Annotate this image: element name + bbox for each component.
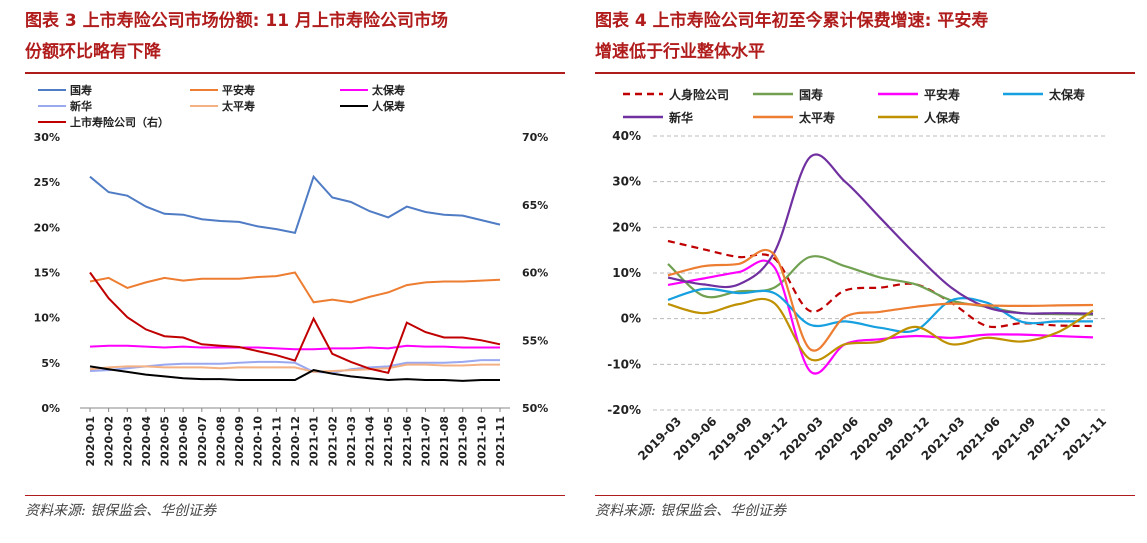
legend-item: 新华 — [623, 110, 693, 125]
legend-label: 新华 — [669, 110, 693, 125]
series-line — [89, 363, 500, 373]
legend-label: 太平寿 — [221, 99, 255, 113]
x-tick-label: 2020-09 — [233, 416, 246, 467]
y-tick-label: 0% — [41, 402, 60, 415]
y-tick-label: 0% — [621, 312, 641, 326]
y2-tick-label: 70% — [522, 131, 548, 144]
right-bottom-divider — [595, 495, 1135, 496]
x-tick-label: 2020-12 — [289, 416, 302, 467]
legend-label: 人保寿 — [924, 110, 960, 125]
series-line — [667, 153, 1094, 315]
legend-label: 上市寿险公司（右） — [70, 115, 169, 129]
left-figure-title-line1: 图表 3 上市寿险公司市场份额: 11 月上市寿险公司市场 — [25, 11, 448, 31]
left-bottom-divider — [25, 495, 565, 496]
x-tick-label: 2021-01 — [308, 416, 321, 467]
y-tick-label: 5% — [41, 357, 60, 370]
series-line — [667, 259, 1094, 375]
series-line — [89, 271, 501, 304]
series-line — [667, 248, 1094, 352]
series-line — [667, 297, 1094, 362]
legend-item: 太保寿 — [1003, 87, 1085, 102]
right-figure-title: 图表 4 上市寿险公司年初至今累计保费增速: 平安寿 增速低于行业整体水平 — [595, 6, 1135, 68]
y2-tick-label: 60% — [522, 267, 548, 280]
y-tick-label: 10% — [612, 266, 641, 280]
x-tick-label: 2021-02 — [326, 416, 339, 467]
legend-label: 平安寿 — [924, 87, 960, 102]
x-tick-label: 2021-11 — [494, 416, 507, 467]
x-tick-label: 2020-05 — [159, 416, 172, 467]
y-tick-label: 25% — [34, 176, 60, 189]
x-tick-label: 2021-09 — [457, 416, 470, 467]
left-source-note: 资料来源: 银保监会、华创证券 — [25, 503, 217, 519]
left-title-divider — [25, 72, 565, 74]
legend-label: 新华 — [70, 99, 92, 113]
legend-item: 新华 — [38, 99, 92, 113]
legend-item: 上市寿险公司（右） — [38, 115, 169, 129]
y2-tick-label: 50% — [522, 402, 548, 415]
legend-label: 太保寿 — [371, 83, 405, 97]
series-line — [89, 271, 501, 374]
x-tick-label: 2021-07 — [419, 416, 432, 467]
y2-tick-label: 65% — [522, 199, 548, 212]
legend-label: 平安寿 — [222, 83, 255, 97]
right-figure-panel: 图表 4 上市寿险公司年初至今累计保费增速: 平安寿 增速低于行业整体水平 人身… — [583, 0, 1147, 543]
y-tick-label: 30% — [612, 175, 641, 189]
y-tick-label: 10% — [34, 312, 60, 325]
legend-item: 平安寿 — [878, 87, 960, 102]
x-tick-label: 2021-06 — [401, 416, 414, 467]
series-line — [667, 287, 1094, 333]
left-figure-panel: 图表 3 上市寿险公司市场份额: 11 月上市寿险公司市场 份额环比略有下降 国… — [25, 6, 565, 519]
legend-label: 太平寿 — [799, 110, 835, 125]
x-tick-label: 2021-05 — [382, 416, 395, 467]
x-tick-label: 2021-10 — [475, 416, 488, 467]
legend-item: 人保寿 — [878, 110, 960, 125]
left-figure-title-line2: 份额环比略有下降 — [25, 42, 161, 62]
legend-item: 太平寿 — [190, 99, 255, 113]
x-tick-label: 2021-04 — [364, 416, 377, 467]
legend-label: 国寿 — [70, 83, 92, 97]
x-tick-label: 2020-01 — [84, 416, 97, 467]
legend-label: 人保寿 — [372, 99, 405, 113]
y-tick-label: 15% — [34, 267, 60, 280]
y-tick-label: 40% — [612, 129, 641, 143]
legend-label: 国寿 — [799, 87, 823, 102]
series-line — [89, 365, 500, 382]
x-tick-label: 2021-03 — [345, 416, 358, 467]
right-figure-title-line2: 增速低于行业整体水平 — [595, 42, 765, 62]
legend-item: 太保寿 — [340, 83, 405, 97]
legend-item: 人保寿 — [340, 99, 405, 113]
right-title-divider — [595, 72, 1135, 74]
left-figure-title: 图表 3 上市寿险公司市场份额: 11 月上市寿险公司市场 份额环比略有下降 — [25, 6, 565, 68]
legend-label: 人身险公司 — [669, 87, 729, 102]
y2-tick-label: 55% — [522, 334, 548, 347]
legend-item: 平安寿 — [190, 83, 255, 97]
legend-item: 人身险公司 — [623, 87, 729, 102]
x-tick-label: 2020-02 — [103, 416, 116, 467]
legend-item: 国寿 — [38, 83, 92, 97]
x-tick-label: 2020-08 — [214, 416, 227, 467]
x-tick-label: 2020-06 — [177, 416, 190, 467]
x-tick-label: 2020-11 — [270, 416, 283, 467]
legend-item: 太平寿 — [753, 110, 835, 125]
right-figure-title-line1: 图表 4 上市寿险公司年初至今累计保费增速: 平安寿 — [595, 11, 989, 31]
x-tick-label: 2020-04 — [140, 416, 153, 467]
series-line — [89, 344, 500, 351]
x-tick-label: 2020-03 — [121, 416, 134, 467]
y-tick-label: 20% — [612, 220, 641, 234]
y-tick-label: 30% — [34, 131, 60, 144]
y-tick-label: -20% — [607, 403, 641, 417]
series-line — [667, 239, 1094, 329]
x-tick-label: 2020-07 — [196, 416, 209, 467]
series-line — [89, 359, 500, 374]
x-tick-label: 2021-08 — [438, 416, 451, 467]
x-tick-label: 2020-10 — [252, 416, 265, 467]
legend-label: 太保寿 — [1049, 87, 1085, 102]
y-tick-label: 20% — [34, 221, 60, 234]
right-source-note: 资料来源: 银保监会、华创证券 — [595, 503, 787, 519]
legend-item: 国寿 — [753, 87, 823, 102]
y-tick-label: -10% — [607, 357, 641, 371]
series-line — [89, 174, 501, 234]
